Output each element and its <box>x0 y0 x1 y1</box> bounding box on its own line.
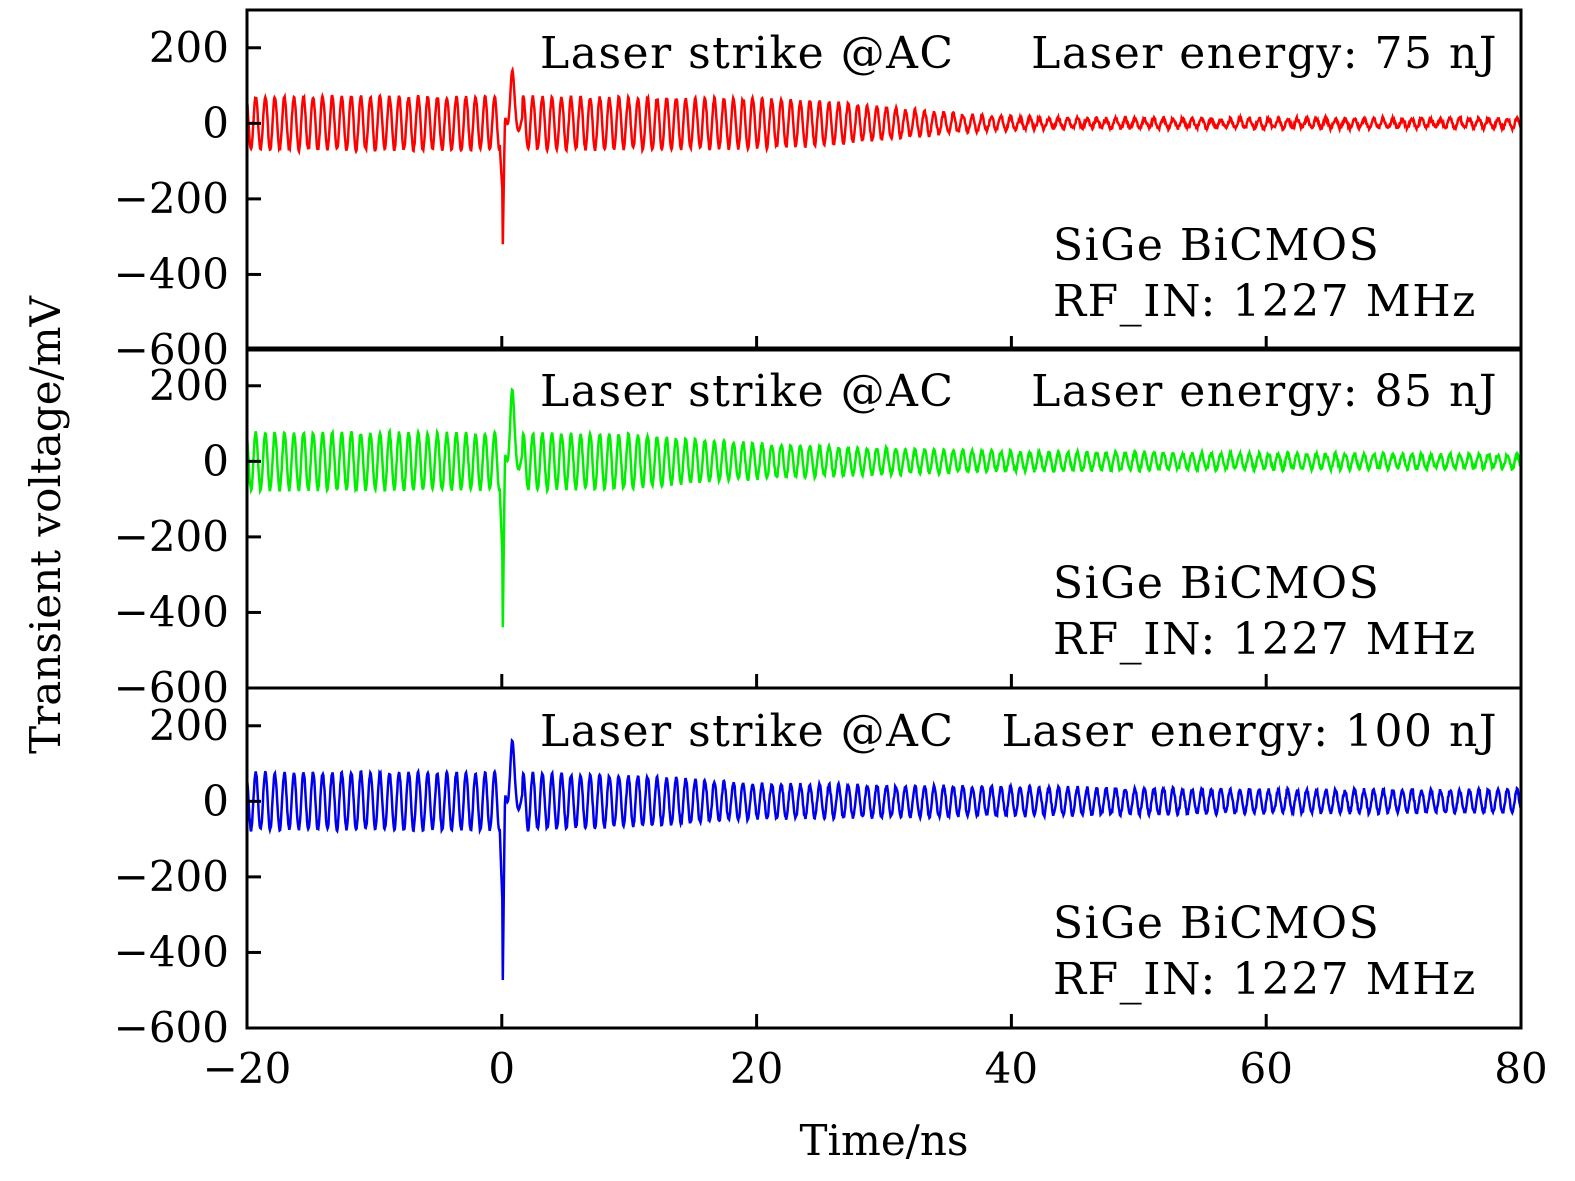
y-tick-label: −400 <box>114 587 229 636</box>
y-axis-label: Transient voltage/mV <box>21 295 70 753</box>
annotation-laser-energy: Laser energy: 85 nJ <box>1031 366 1498 417</box>
y-tick-label: 200 <box>149 23 229 72</box>
y-tick-label: −600 <box>114 325 229 374</box>
annotation-rf-input: RF_IN: 1227 MHz <box>1053 954 1477 1005</box>
panel-1: 200 0 −200 −400 −600 Laser strike @AC Laser en… <box>114 346 1523 712</box>
panel-frame <box>245 8 1523 352</box>
panel-frame <box>245 686 1523 1030</box>
annotation-rf-input: RF_IN: 1227 MHz <box>1053 614 1477 665</box>
x-tick-label: 40 <box>985 1044 1038 1093</box>
y-tick-label: −200 <box>114 512 229 561</box>
series-line-1 <box>245 387 1522 628</box>
y-tick-label: 200 <box>149 701 229 750</box>
x-tick-label: 0 <box>488 1044 515 1093</box>
annotation-laser-strike: Laser strike @AC <box>540 366 955 417</box>
x-tick-label: −20 <box>203 1044 292 1093</box>
y-tick-label: 200 <box>149 361 229 410</box>
annotation-laser-energy: Laser energy: 100 nJ <box>1002 706 1498 757</box>
y-tick-label: −600 <box>114 1003 229 1052</box>
annotation-laser-energy: Laser energy: 75 nJ <box>1031 28 1498 79</box>
series-line-0 <box>245 65 1522 245</box>
y-tick-label: −400 <box>114 927 229 976</box>
y-tick-label: −600 <box>114 663 229 712</box>
annotation-device: SiGe BiCMOS <box>1053 558 1380 609</box>
y-tick-label: 0 <box>202 776 229 825</box>
x-axis-label: Time/ns <box>800 1116 969 1165</box>
x-tick-label: 60 <box>1239 1044 1292 1093</box>
series-line-2 <box>245 737 1522 981</box>
annotation-rf-input: RF_IN: 1227 MHz <box>1053 276 1477 327</box>
x-tick-label: 80 <box>1494 1044 1547 1093</box>
panel-0: 200 0 −200 −400 −600 Laser strike @AC Laser en… <box>114 8 1523 374</box>
annotation-device: SiGe BiCMOS <box>1053 898 1380 949</box>
y-tick-label: −400 <box>114 249 229 298</box>
annotation-device: SiGe BiCMOS <box>1053 220 1380 271</box>
y-tick-label: −200 <box>114 174 229 223</box>
y-tick-label: 0 <box>202 98 229 147</box>
y-tick-label: −200 <box>114 852 229 901</box>
annotation-laser-strike: Laser strike @AC <box>540 28 955 79</box>
x-tick-label: 20 <box>730 1044 783 1093</box>
annotation-laser-strike: Laser strike @AC <box>540 706 955 757</box>
y-tick-label: 0 <box>202 436 229 485</box>
panel-2: 200 0 −200 −400 −600 Laser strike @AC Laser en… <box>114 686 1523 1052</box>
